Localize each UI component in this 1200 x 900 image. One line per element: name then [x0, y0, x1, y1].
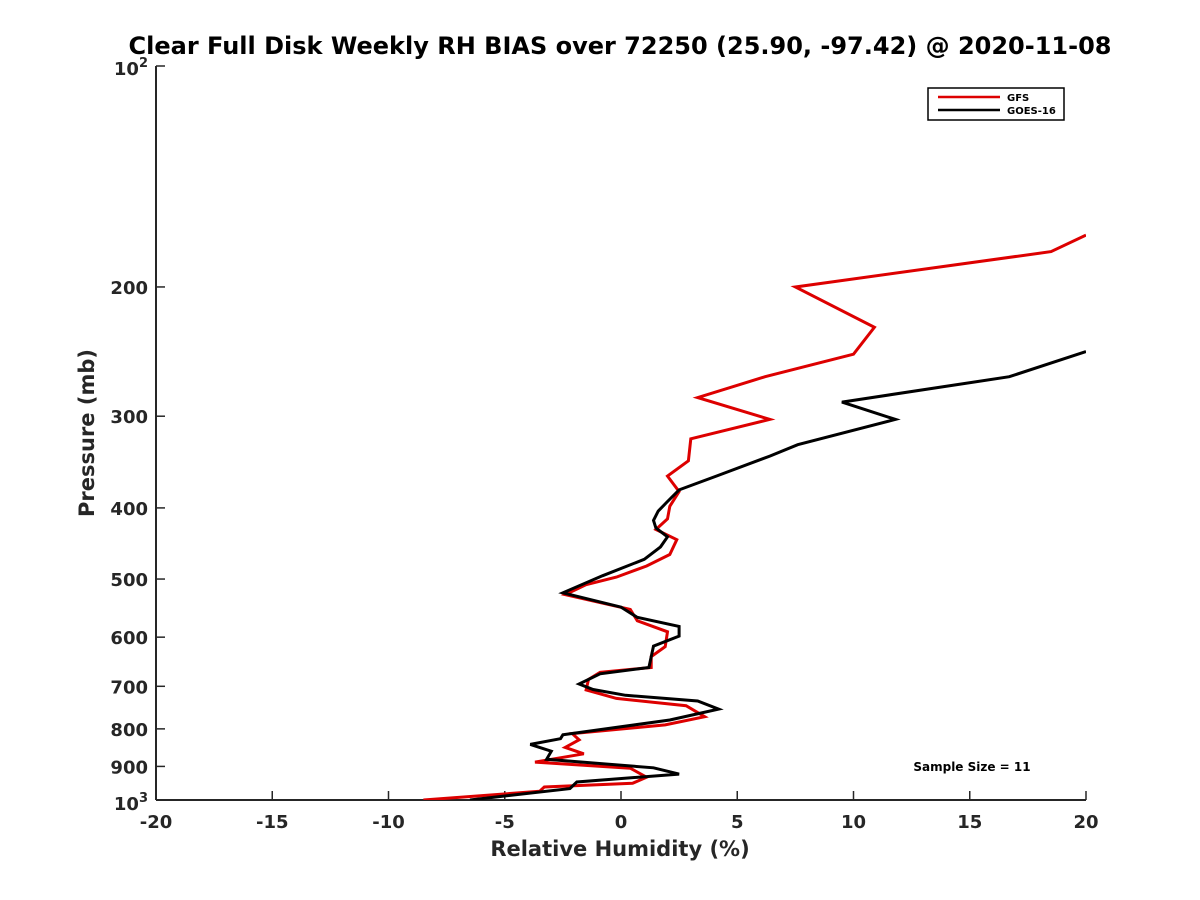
x-tick-label: 0	[615, 812, 628, 833]
x-tick-label: -10	[372, 812, 405, 833]
y-tick-bottom-base: 10	[114, 794, 139, 815]
plot-area	[155, 66, 1086, 801]
x-tick-label: 10	[841, 812, 866, 833]
y-tick-bottom-label: 103	[114, 791, 148, 815]
y-tick-top-label: 102	[114, 56, 148, 80]
x-axis-label: Relative Humidity (%)	[490, 837, 749, 861]
legend-label-goes16: GOES-16	[1007, 106, 1056, 117]
y-axis-label: Pressure (mb)	[75, 349, 99, 517]
y-tick-label: 800	[110, 720, 148, 741]
x-tick-label: -5	[495, 812, 515, 833]
y-tick-label: 900	[110, 757, 148, 778]
y-tick-label: 300	[110, 407, 148, 428]
legend: GFS GOES-16	[927, 87, 1065, 121]
y-tick-label: 200	[110, 278, 148, 299]
y-tick-top-base: 10	[114, 59, 139, 80]
x-tick-label: 5	[731, 812, 744, 833]
y-tick-label: 700	[110, 677, 148, 698]
y-tick-bottom-exp: 3	[139, 791, 148, 806]
y-tick-label: 400	[110, 499, 148, 520]
legend-label-gfs: GFS	[1007, 93, 1029, 104]
x-tick-label: 20	[1073, 812, 1098, 833]
x-tick-label: -15	[256, 812, 289, 833]
y-tick-label: 600	[110, 628, 148, 649]
legend-box	[927, 87, 1065, 121]
sample-size-annotation: Sample Size = 11	[913, 760, 1030, 774]
y-ticks: 200 300 400 500 600 700 800 900	[110, 65, 165, 801]
y-tick-top-exp: 2	[139, 56, 148, 71]
series-line-goes16	[469, 350, 1086, 800]
series-line-gfs	[423, 233, 1086, 800]
y-tick-label: 500	[110, 570, 148, 591]
x-ticks: -20 -15 -10 -5 0 5 10 15 20	[140, 791, 1099, 833]
chart-title: Clear Full Disk Weekly RH BIAS over 7225…	[129, 32, 1112, 60]
series-group	[423, 233, 1086, 800]
x-tick-label: 15	[957, 812, 982, 833]
x-tick-label: -20	[140, 812, 173, 833]
